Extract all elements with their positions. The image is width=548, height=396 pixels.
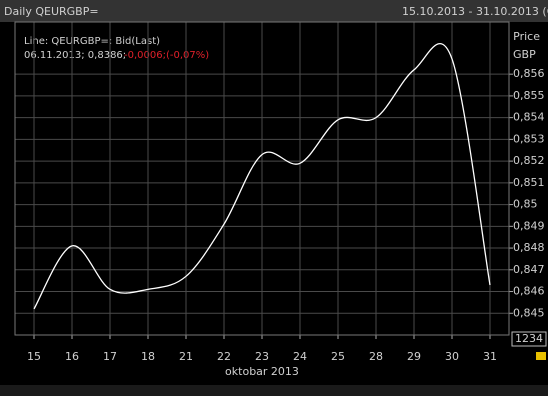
y-tick-label: 0,851 <box>513 176 545 189</box>
x-axis-label: oktobar 2013 <box>225 365 299 378</box>
legend-line: Line: QEURGBP=: Bid(Last) <box>24 36 160 47</box>
y-tick-label: 0,849 <box>513 219 545 232</box>
icon[interactable] <box>536 352 546 360</box>
footer-bar <box>0 385 548 396</box>
cursor-box-text: 1234 <box>515 332 543 345</box>
y-tick-label: 0,847 <box>513 263 545 276</box>
axis-unit: GBP <box>513 48 536 61</box>
x-tick-label: 22 <box>217 350 231 363</box>
y-tick-label: 0,853 <box>513 132 545 145</box>
cursor-box[interactable] <box>511 331 547 347</box>
y-tick-label: 0,852 <box>513 154 545 167</box>
x-tick-label: 28 <box>369 350 383 363</box>
header-title: Daily QEURGBP= <box>4 5 99 18</box>
x-tick-label: 18 <box>141 350 155 363</box>
price-line <box>33 42 491 310</box>
y-tick-label: 0,856 <box>513 67 545 80</box>
x-tick-label: 21 <box>179 350 193 363</box>
plot-border <box>14 21 510 336</box>
y-tick-label: 0,85 <box>513 198 538 211</box>
legend-change: -0,0006; <box>124 50 166 61</box>
y-tick-label: 0,854 <box>513 111 545 124</box>
x-tick-label: 25 <box>331 350 345 363</box>
y-tick-label: 0,846 <box>513 285 545 298</box>
y-tick-label: 0,855 <box>513 89 545 102</box>
header-bar <box>0 0 548 22</box>
x-tick-label: 29 <box>407 350 421 363</box>
legend-date: 06.11.2013; 0,8386; <box>24 50 126 61</box>
x-tick-label: 17 <box>103 350 117 363</box>
axis-title: Price <box>513 30 540 43</box>
x-tick-label: 30 <box>445 350 459 363</box>
legend-percent: (-0,07%) <box>166 50 209 61</box>
x-tick-label: 23 <box>255 350 269 363</box>
x-tick-label: 15 <box>27 350 41 363</box>
y-tick-label: 0,845 <box>513 306 545 319</box>
x-tick-label: 31 <box>483 350 497 363</box>
header-range: 15.10.2013 - 31.10.2013 (GMT) <box>402 5 548 18</box>
x-tick-label: 16 <box>65 350 79 363</box>
x-tick-label: 24 <box>293 350 307 363</box>
y-tick-label: 0,848 <box>513 241 545 254</box>
